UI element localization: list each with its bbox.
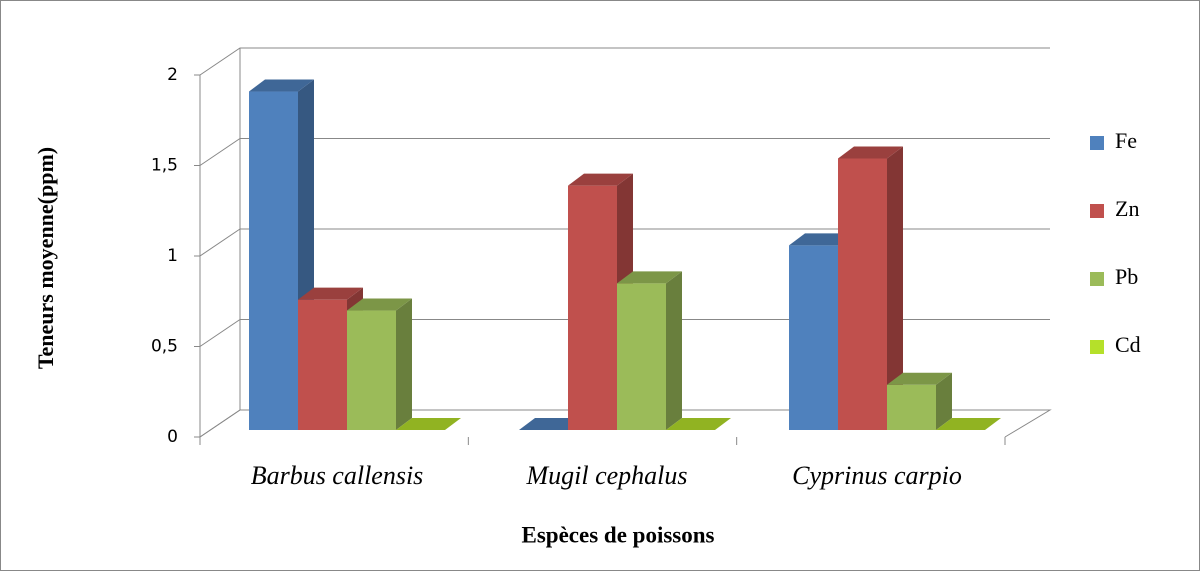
y-tick-label: 0,5 [151,337,178,357]
bar-face [666,271,682,430]
grid-line [199,319,1050,347]
bar-face [789,245,838,430]
bar-face [249,79,314,92]
grid-line [199,409,1050,438]
y-tick-label: 0 [167,427,178,447]
bar [666,418,731,430]
grid-line [199,228,1050,257]
bar-face [887,384,936,430]
x-tick-label: Cyprinus carpio [792,461,962,490]
bar-face [617,271,682,284]
bar [519,418,584,430]
y-tick-label: 1,5 [151,156,178,176]
bar-face [347,298,412,311]
x-tick-label: Barbus callensis [251,461,424,490]
bar-face [396,418,461,430]
bar [249,79,314,430]
bar-face [249,91,298,430]
bar [617,271,682,430]
bar-face [617,283,666,430]
bar-face [936,372,952,430]
bar-face [838,146,903,159]
legend-label: Fe [1115,128,1137,153]
legend-swatch [1090,136,1104,150]
bar [347,298,412,430]
legend-swatch [1090,204,1104,218]
bar-face [887,372,952,385]
bar-face [789,233,854,246]
bar [887,372,952,430]
x-axis-title: Espèces de poissons [522,522,715,547]
bar-face [936,418,1001,430]
bar-face [568,185,617,430]
bar [936,418,1001,430]
y-tick-label: 1 [167,246,178,266]
bar-face [519,418,584,430]
bar-face [347,310,396,430]
bar [838,146,903,430]
legend-label: Zn [1115,196,1139,221]
x-tick-label: Mugil cephalus [525,461,687,490]
y-axis-title: Teneurs moyenne(ppm) [33,147,58,369]
y-tick-label: 2 [167,65,178,85]
legend-label: Pb [1115,264,1138,289]
legend-label: Cd [1115,332,1141,357]
legend-swatch [1090,272,1104,286]
bar-face [838,158,887,430]
grid-line [199,138,1050,166]
bar-face [568,173,633,186]
bar-face [887,146,903,430]
bar-face [666,418,731,430]
bar-face [298,287,363,300]
bar [396,418,461,430]
legend-swatch [1090,340,1104,354]
grid-line [199,47,1050,76]
bar-face [396,298,412,430]
bar-face [298,299,347,430]
